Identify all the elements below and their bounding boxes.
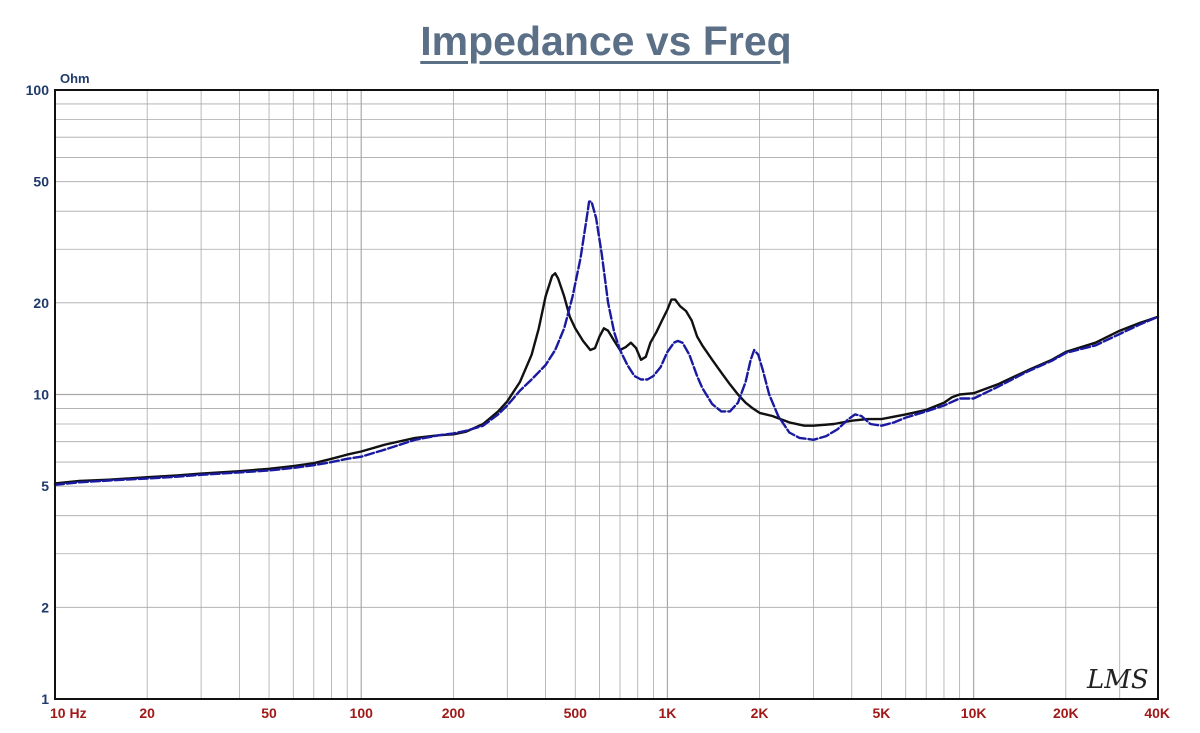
x-tick-label: 20K <box>1053 705 1079 721</box>
y-tick-label: 10 <box>33 387 49 403</box>
x-tick-label: 1K <box>658 705 676 721</box>
x-tick-label: 500 <box>564 705 588 721</box>
y-tick-label: 50 <box>33 174 49 190</box>
x-tick-label: 40K <box>1144 705 1170 721</box>
impedance-curve-black <box>53 272 1160 485</box>
y-tick-label: 1 <box>41 691 49 707</box>
y-tick-label: 5 <box>41 478 49 494</box>
chart-title: Impedance vs Freq <box>420 18 792 64</box>
x-tick-label: 5K <box>873 705 891 721</box>
x-tick-label: 50 <box>261 705 277 721</box>
y-tick-label: 2 <box>41 599 49 615</box>
x-tick-label: 100 <box>350 705 374 721</box>
plot-frame <box>54 89 1159 700</box>
y-tick-labels: 1 2 5 10 20 50 100 <box>26 82 50 707</box>
x-tick-labels: 10 Hz 20 50 100 200 500 1K 2K 5K 10K 20K 40K <box>50 705 1170 721</box>
x-tick-label: 10 Hz <box>50 705 87 721</box>
y-tick-label: 20 <box>33 295 49 311</box>
x-tick-label: 10K <box>961 705 987 721</box>
y-axis-label: Ohm <box>60 71 90 86</box>
y-tick-label: 100 <box>26 82 50 98</box>
lms-logo-watermark: LMS <box>1086 665 1149 695</box>
x-tick-label: 2K <box>751 705 769 721</box>
grid-lines <box>55 90 1158 699</box>
x-tick-label: 200 <box>442 705 466 721</box>
curves <box>53 200 1160 486</box>
x-tick-label: 20 <box>139 705 155 721</box>
impedance-curve-blue <box>53 200 1160 486</box>
